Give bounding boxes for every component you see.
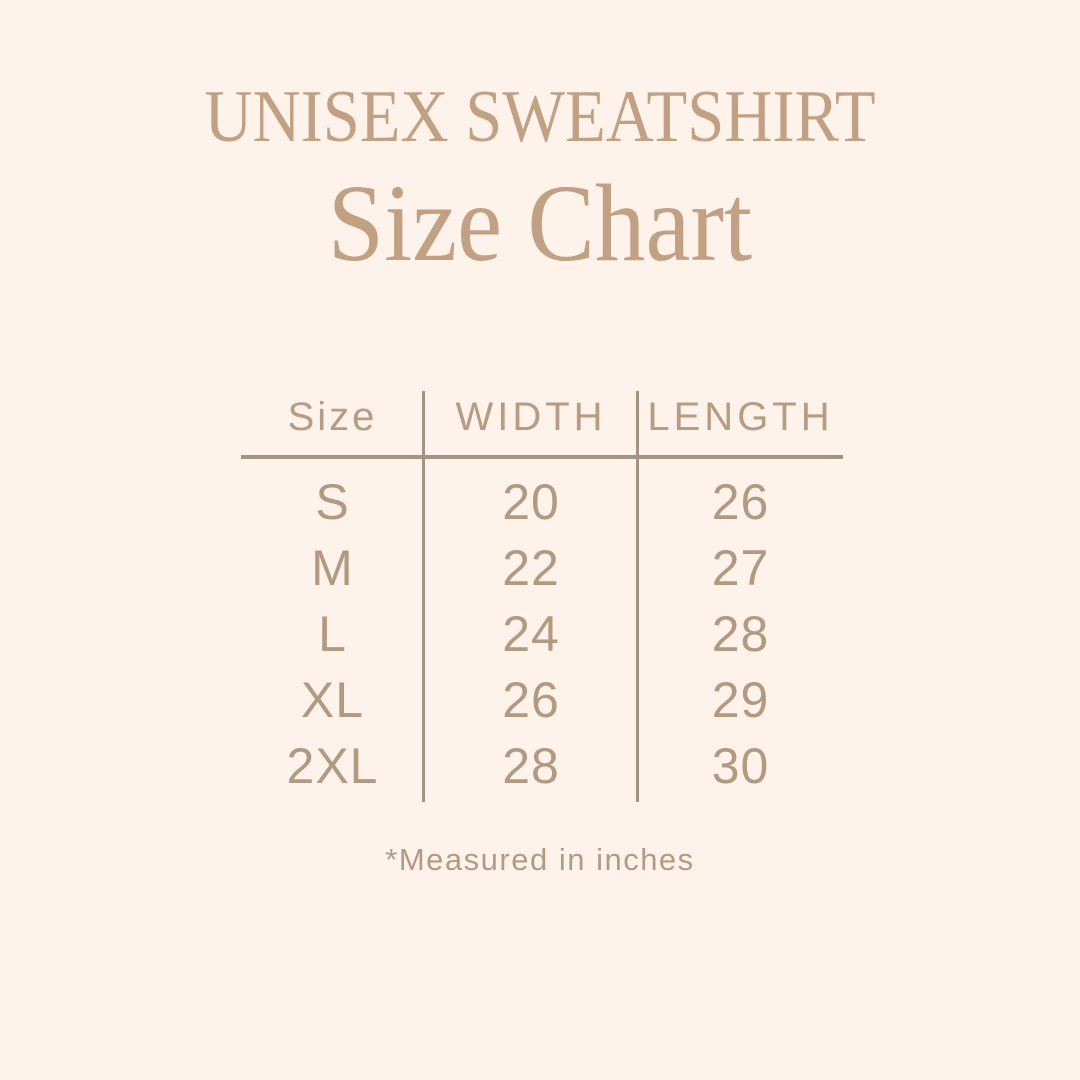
product-type-heading: UNISEX SWEATSHIRT — [204, 76, 876, 158]
size-label: L — [318, 606, 347, 662]
width-value: 22 — [502, 540, 560, 596]
size-label: S — [315, 474, 350, 530]
column-header-length: LENGTH — [647, 395, 834, 439]
column-divider-line — [422, 391, 425, 802]
size-label: M — [311, 540, 354, 596]
width-value: 20 — [502, 474, 560, 530]
length-value: 30 — [711, 738, 770, 794]
width-value: 24 — [502, 606, 560, 662]
column-header-size: Size — [287, 395, 378, 439]
width-value: 26 — [502, 672, 560, 728]
table-row: 2XL 28 30 — [241, 733, 843, 799]
table-row: L 24 28 — [241, 601, 843, 667]
table-header-row: Size WIDTH LENGTH — [241, 380, 843, 459]
length-value: 28 — [711, 606, 770, 662]
measurement-note: *Measured in inches — [385, 842, 695, 877]
length-value: 29 — [711, 672, 770, 728]
table-row: M 22 27 — [241, 535, 843, 601]
size-table: Size WIDTH LENGTH S 20 26 M 22 27 L 24 2… — [241, 380, 843, 799]
page-title: Size Chart — [327, 162, 753, 284]
table-row: S 20 26 — [241, 469, 843, 535]
length-value: 26 — [711, 474, 770, 530]
size-label: XL — [300, 672, 365, 728]
width-value: 28 — [502, 738, 560, 794]
table-row: XL 26 29 — [241, 667, 843, 733]
column-header-width: WIDTH — [455, 395, 607, 439]
column-divider-line — [636, 391, 639, 802]
size-label: 2XL — [286, 738, 379, 794]
length-value: 27 — [711, 540, 770, 596]
table-body: S 20 26 M 22 27 L 24 28 XL 26 29 2XL 28 — [241, 459, 843, 799]
